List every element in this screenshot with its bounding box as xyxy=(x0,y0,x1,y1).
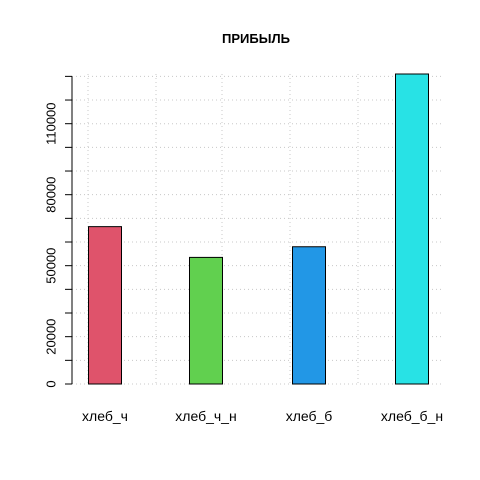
x-axis-labels: хлеб_ч хлеб_ч_н хлеб_б хлеб_б_н xyxy=(82,408,443,424)
x-tick-label: хлеб_ч xyxy=(82,408,128,424)
chart-title: ПРИБЫЛЬ xyxy=(222,31,290,46)
y-tick-label: 110000 xyxy=(43,102,58,144)
bars xyxy=(88,73,429,385)
bar-хлеб_ч_н xyxy=(189,256,223,385)
x-tick-label: хлеб_б_н xyxy=(381,408,443,424)
grid-lines xyxy=(72,74,442,385)
bar-хлеб_б_н xyxy=(395,73,429,385)
bar-хлеб_б xyxy=(292,246,326,385)
y-tick-label: 0 xyxy=(43,380,58,387)
y-tick-label: 50000 xyxy=(43,248,58,284)
y-tick-label: 80000 xyxy=(43,177,58,213)
y-tick-label: 20000 xyxy=(43,319,58,355)
x-tick-label: хлеб_б xyxy=(286,408,333,424)
y-axis: 0 20000 50000 80000 110000 xyxy=(43,75,73,388)
x-tick-label: хлеб_ч_н xyxy=(175,408,236,424)
bar-хлеб_ч xyxy=(88,226,122,385)
